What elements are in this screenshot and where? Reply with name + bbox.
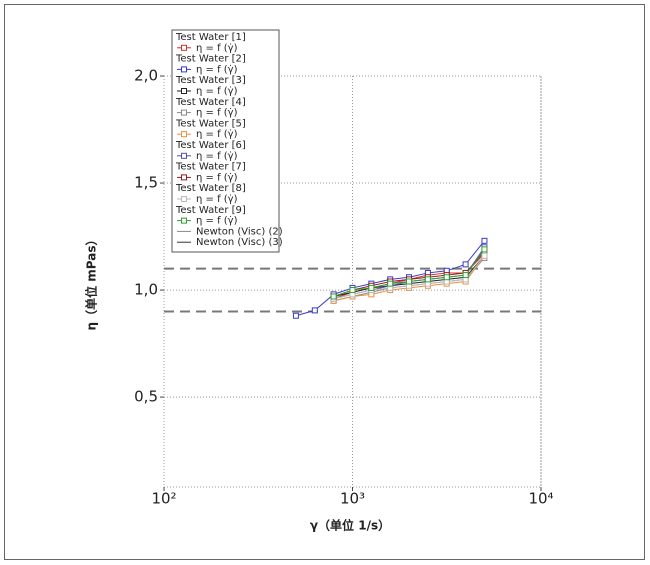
data-point (330, 293, 337, 300)
legend-sublabel: η = f (γ̇) (196, 107, 238, 119)
frame (4, 4, 645, 560)
legend-marker (181, 174, 187, 181)
data-point (424, 276, 431, 283)
data-point (368, 284, 375, 291)
data-point (462, 272, 469, 279)
legend-marker (181, 66, 187, 73)
x-tick-label: 10³ (340, 490, 365, 508)
data-point (481, 237, 488, 244)
legend-label: Test Water [9] (175, 205, 246, 216)
x-tick-label: 10² (151, 490, 176, 508)
legend-sublabel: η = f (γ̇) (196, 42, 238, 54)
legend-marker (181, 131, 187, 138)
data-point (387, 280, 394, 287)
legend-label: Test Water [3] (175, 75, 246, 86)
legend-sublabel: η = f (γ̇) (196, 63, 238, 75)
legend-marker (181, 217, 187, 224)
data-point (311, 307, 318, 314)
data-point (462, 261, 469, 268)
legend-label: Test Water [7] (175, 162, 246, 173)
data-point (349, 287, 356, 294)
legend-label: Test Water [5] (175, 118, 246, 129)
legend-marker (181, 152, 187, 159)
legend-label: Test Water [2] (175, 54, 246, 65)
data-point (292, 312, 299, 319)
x-axis-label: γ（单位 1/s） (310, 518, 390, 533)
legend-sublabel: η = f (γ̇) (196, 150, 238, 162)
legend-box (171, 29, 280, 253)
data-point (406, 278, 413, 285)
legend-label: Newton (Visc) (3) (196, 237, 283, 248)
x-tick-label: 10⁴ (528, 490, 553, 508)
legend-marker (181, 109, 187, 116)
legend-sublabel: η = f (γ̇) (196, 193, 238, 205)
plot-area (163, 75, 542, 488)
legend-marker (181, 88, 187, 94)
y-tick-label: 1,0 (134, 281, 158, 299)
y-tick-label: 1,5 (134, 174, 158, 192)
y-axis-label: η（单位 mPas） (84, 234, 99, 331)
legend-sublabel: η = f (γ̇) (196, 171, 238, 183)
data-point (481, 246, 488, 253)
data-point (443, 274, 450, 281)
legend-sublabel: η = f (γ̇) (196, 215, 238, 227)
y-tick-label: 0,5 (134, 388, 158, 406)
legend-marker (181, 196, 187, 202)
legend-label: Test Water [6] (175, 140, 246, 151)
legend-label: Test Water [4] (175, 97, 246, 108)
legend-label: Test Water [1] (175, 32, 246, 43)
legend-sublabel: η = f (γ̇) (196, 85, 238, 97)
legend-marker (181, 44, 187, 51)
legend-label: Test Water [8] (175, 183, 246, 194)
data-point (481, 252, 488, 259)
legend-sublabel: η = f (γ̇) (196, 128, 238, 140)
y-tick-label: 2,0 (134, 67, 158, 85)
legend-label: Newton (Visc) (2) (196, 226, 283, 237)
